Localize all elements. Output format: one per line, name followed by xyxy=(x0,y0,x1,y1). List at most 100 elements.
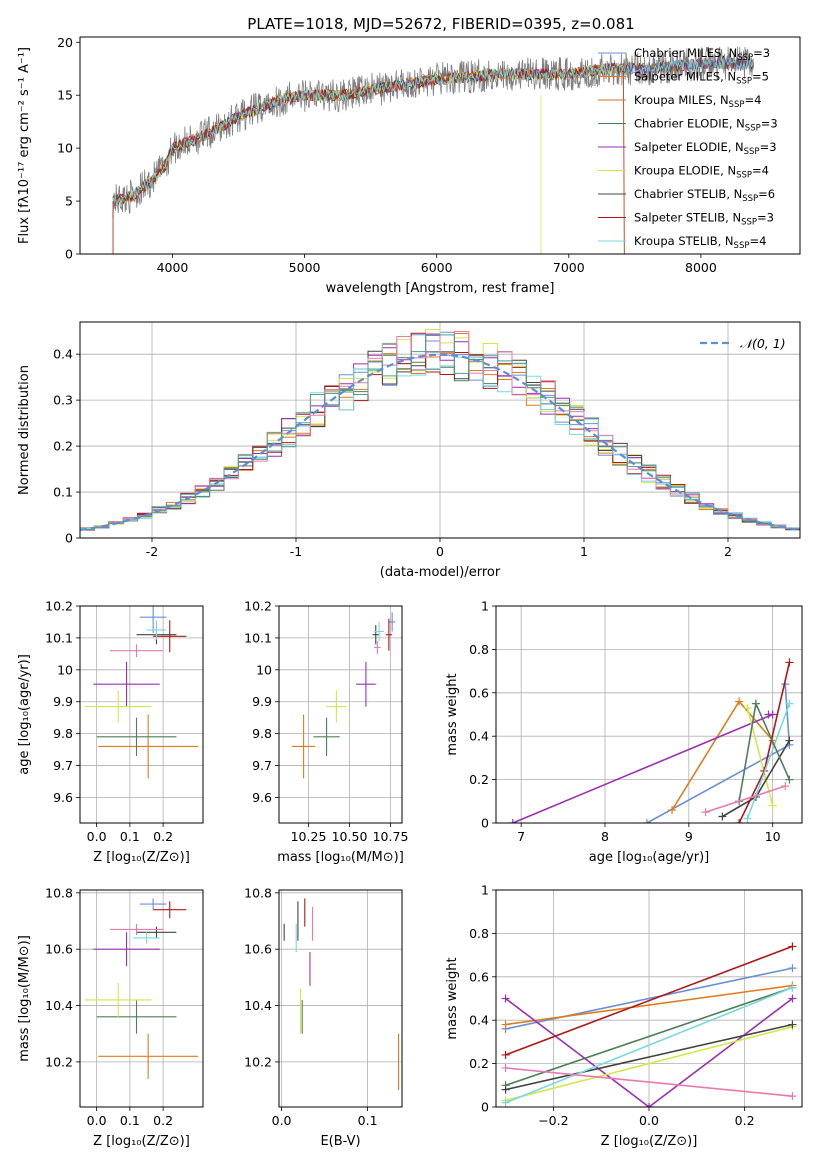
weight-marker xyxy=(785,775,794,784)
legend-label-sub: SSP xyxy=(742,194,758,204)
weights_vs_age-xtick-label: 8 xyxy=(601,829,609,844)
weights_vs_age-ytick-label: 0.8 xyxy=(469,642,489,657)
mass_vs_ebv-frame xyxy=(278,889,403,1108)
weights_vs_Z-xtick-label: −0.2 xyxy=(538,1113,568,1128)
residuals-axes: -2 -1 0 1 2 0 0.1 0.2 0.3 0.4 (data-model)/error No… xyxy=(17,322,800,580)
spectrum-xlabel: wavelength [Angstrom, rest frame] xyxy=(326,281,555,296)
legend-label: Chabrier ELODIE, NSSP=3 xyxy=(634,117,778,134)
age_vs_Z-xtick-label: 0.1 xyxy=(120,829,140,844)
residuals-ytick-label: 0.3 xyxy=(53,393,73,408)
legend-label-tail: =6 xyxy=(758,187,775,201)
weight-marker xyxy=(781,782,790,791)
age_vs_Z-axes: 0.0 0.1 0.2 9.6 9.7 9.8 9.9 10 10.1 10.2 Z [log₁₀(… xyxy=(17,599,203,865)
residuals-ylabel: Normed distribution xyxy=(17,365,32,495)
age_vs_Z-ylabel: age [log₁₀(age/yr)] xyxy=(17,654,32,775)
spectrum-ytick-label: 20 xyxy=(57,35,73,50)
residual-histogram xyxy=(80,333,800,538)
mass_vs_ebv-ytick-label: 10.2 xyxy=(244,1054,272,1069)
weights_vs_age-ytick-label: 0.4 xyxy=(469,729,489,744)
spectrum-xtick-label: 5000 xyxy=(289,260,321,275)
weight-marker xyxy=(701,808,710,817)
age_vs_mass-xlabel: mass [log₁₀(M/M⊙)] xyxy=(277,850,404,865)
residuals-hist xyxy=(80,329,800,538)
weight-line xyxy=(505,1067,793,1097)
mass_vs_ebv-axes: 0.0 0.1 10.2 10.4 10.6 10.8 E(B-V) xyxy=(244,885,402,1149)
mass_vs_ebv-ytick-label: 10.6 xyxy=(244,942,272,957)
spectrum-title: PLATE=1018, MJD=52672, FIBERID=0395, z=0… xyxy=(247,15,634,33)
legend-label-tail: =3 xyxy=(753,46,770,60)
weight-marker xyxy=(735,819,744,823)
weight-marker xyxy=(743,814,752,823)
legend-label-text: Chabrier STELIB, N xyxy=(634,187,742,201)
weights_vs_age-ytick-label: 1 xyxy=(481,599,489,614)
age_vs_mass-ytick-label: 10.2 xyxy=(244,599,272,614)
weights_vs_Z-frame xyxy=(495,889,803,1108)
residuals-xtick-label: 0 xyxy=(436,544,444,559)
mass_vs_ebv-xtick-label: 0.0 xyxy=(272,1113,292,1128)
weight-marker xyxy=(501,1098,510,1107)
residuals-legend: 𝒩(0, 1) xyxy=(700,336,786,351)
residuals-ytick-label: 0.2 xyxy=(53,439,73,454)
weights_vs_age-ylabel: mass weight xyxy=(445,673,460,755)
weights_vs_age-ytick-label: 0.6 xyxy=(469,685,489,700)
residuals-xtick-label: -2 xyxy=(146,544,158,559)
spectrum-xtick-label: 7000 xyxy=(553,260,585,275)
legend-label: Kroupa STELIB, NSSP=4 xyxy=(634,234,766,251)
weight-marker xyxy=(768,801,777,810)
weight-marker xyxy=(501,994,510,1003)
mass_vs_Z-axes: 0.0 0.1 0.2 10.2 10.4 10.6 10.8 Z [log₁₀(Z/Z⊙)]… xyxy=(17,885,203,1149)
mass_vs_ebv-points xyxy=(283,898,400,1091)
weights_vs_age-ytick-label: 0.2 xyxy=(469,772,489,787)
weight-marker xyxy=(788,1092,797,1101)
legend-label-tail: =3 xyxy=(760,140,777,154)
weight-line xyxy=(505,986,793,1104)
legend-label-text: Kroupa STELIB, N xyxy=(634,234,734,248)
age_vs_Z-ytick-label: 9.7 xyxy=(53,758,73,773)
legend-label-text: Kroupa MILES, N xyxy=(634,93,729,107)
mass_vs_ebv-ytick-label: 10.4 xyxy=(244,998,272,1013)
weight-marker xyxy=(645,1103,653,1107)
legend-label: Kroupa ELODIE, NSSP=4 xyxy=(634,164,769,181)
spectrum-ytick-label: 0 xyxy=(65,247,73,262)
spectrum-lines xyxy=(112,46,754,254)
weights_vs_age-xlabel: age [log₁₀(age/yr)] xyxy=(589,850,710,865)
weight-line xyxy=(505,1025,793,1102)
weight-marker xyxy=(788,994,797,1003)
weight-line xyxy=(505,945,793,1056)
mass_vs_Z-xtick-label: 0.1 xyxy=(120,1113,140,1128)
legend-label-text: Kroupa ELODIE, N xyxy=(634,164,736,178)
age_vs_mass-ytick-label: 9.7 xyxy=(252,758,272,773)
weights_vs_age-frame xyxy=(495,605,803,824)
mass_vs_ebv-ytick-label: 10.8 xyxy=(244,885,272,900)
weights_vs_Z-xtick-label: 0.0 xyxy=(639,1113,659,1128)
weight-marker xyxy=(642,819,651,823)
legend-label-sub: SSP xyxy=(745,124,761,134)
weight-marker xyxy=(501,1020,510,1029)
spectrum-axes: 4000 5000 6000 7000 8000 0 5 10 15 20 wavelength [… xyxy=(17,35,717,296)
mass_vs_Z-ytick-label: 10.4 xyxy=(45,998,73,1013)
legend-label-text: Salpeter ELODIE, N xyxy=(634,140,744,154)
legend-label-sub: SSP xyxy=(729,100,745,110)
weights_vs_age-axes: 7 8 9 10 0 0.2 0.4 0.6 0.8 1 age [log₁₀(age/yr)] ma… xyxy=(445,599,802,865)
age_vs_Z-xtick-label: 0.2 xyxy=(153,829,173,844)
legend-label: 𝒩(0, 1) xyxy=(740,336,786,351)
legend-label-sub: SSP xyxy=(736,171,752,181)
weight-line xyxy=(705,785,786,813)
legend-label-tail: =3 xyxy=(761,117,778,131)
weight-line xyxy=(512,713,774,823)
mass_vs_ebv-xtick-label: 0.1 xyxy=(358,1113,378,1128)
weight-marker xyxy=(743,703,752,712)
age_vs_mass-xtick-label: 10.25 xyxy=(291,829,327,844)
spectrum-xtick-label: 6000 xyxy=(421,260,453,275)
legend-label: Salpeter STELIB, NSSP=3 xyxy=(634,211,774,228)
weights_vs_age-xtick-label: 10 xyxy=(765,829,781,844)
weights_vs_age-xtick-label: 7 xyxy=(517,829,525,844)
age_vs_Z-ytick-label: 10.2 xyxy=(45,599,73,614)
legend-label-sub: SSP xyxy=(741,218,757,228)
weight-marker xyxy=(764,710,773,719)
mass_vs_Z-ylabel: mass [log₁₀(M/M⊙)] xyxy=(17,935,32,1062)
legend-label-sub: SSP xyxy=(736,77,752,87)
legend-label-tail: =4 xyxy=(749,234,766,248)
